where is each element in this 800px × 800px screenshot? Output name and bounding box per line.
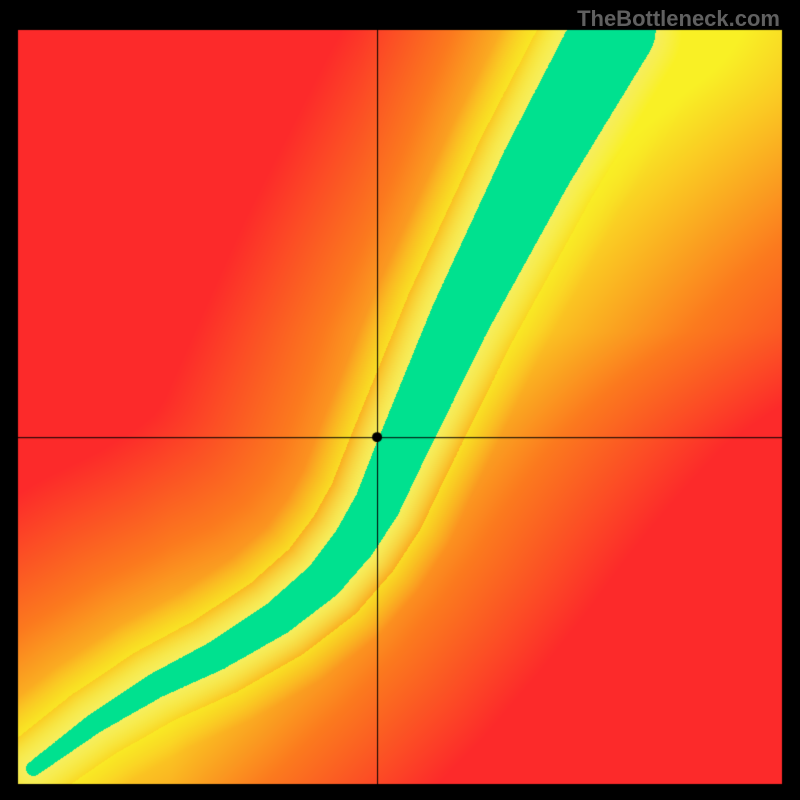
heatmap-canvas bbox=[0, 0, 800, 800]
watermark-text: TheBottleneck.com bbox=[577, 6, 780, 32]
chart-container: TheBottleneck.com bbox=[0, 0, 800, 800]
